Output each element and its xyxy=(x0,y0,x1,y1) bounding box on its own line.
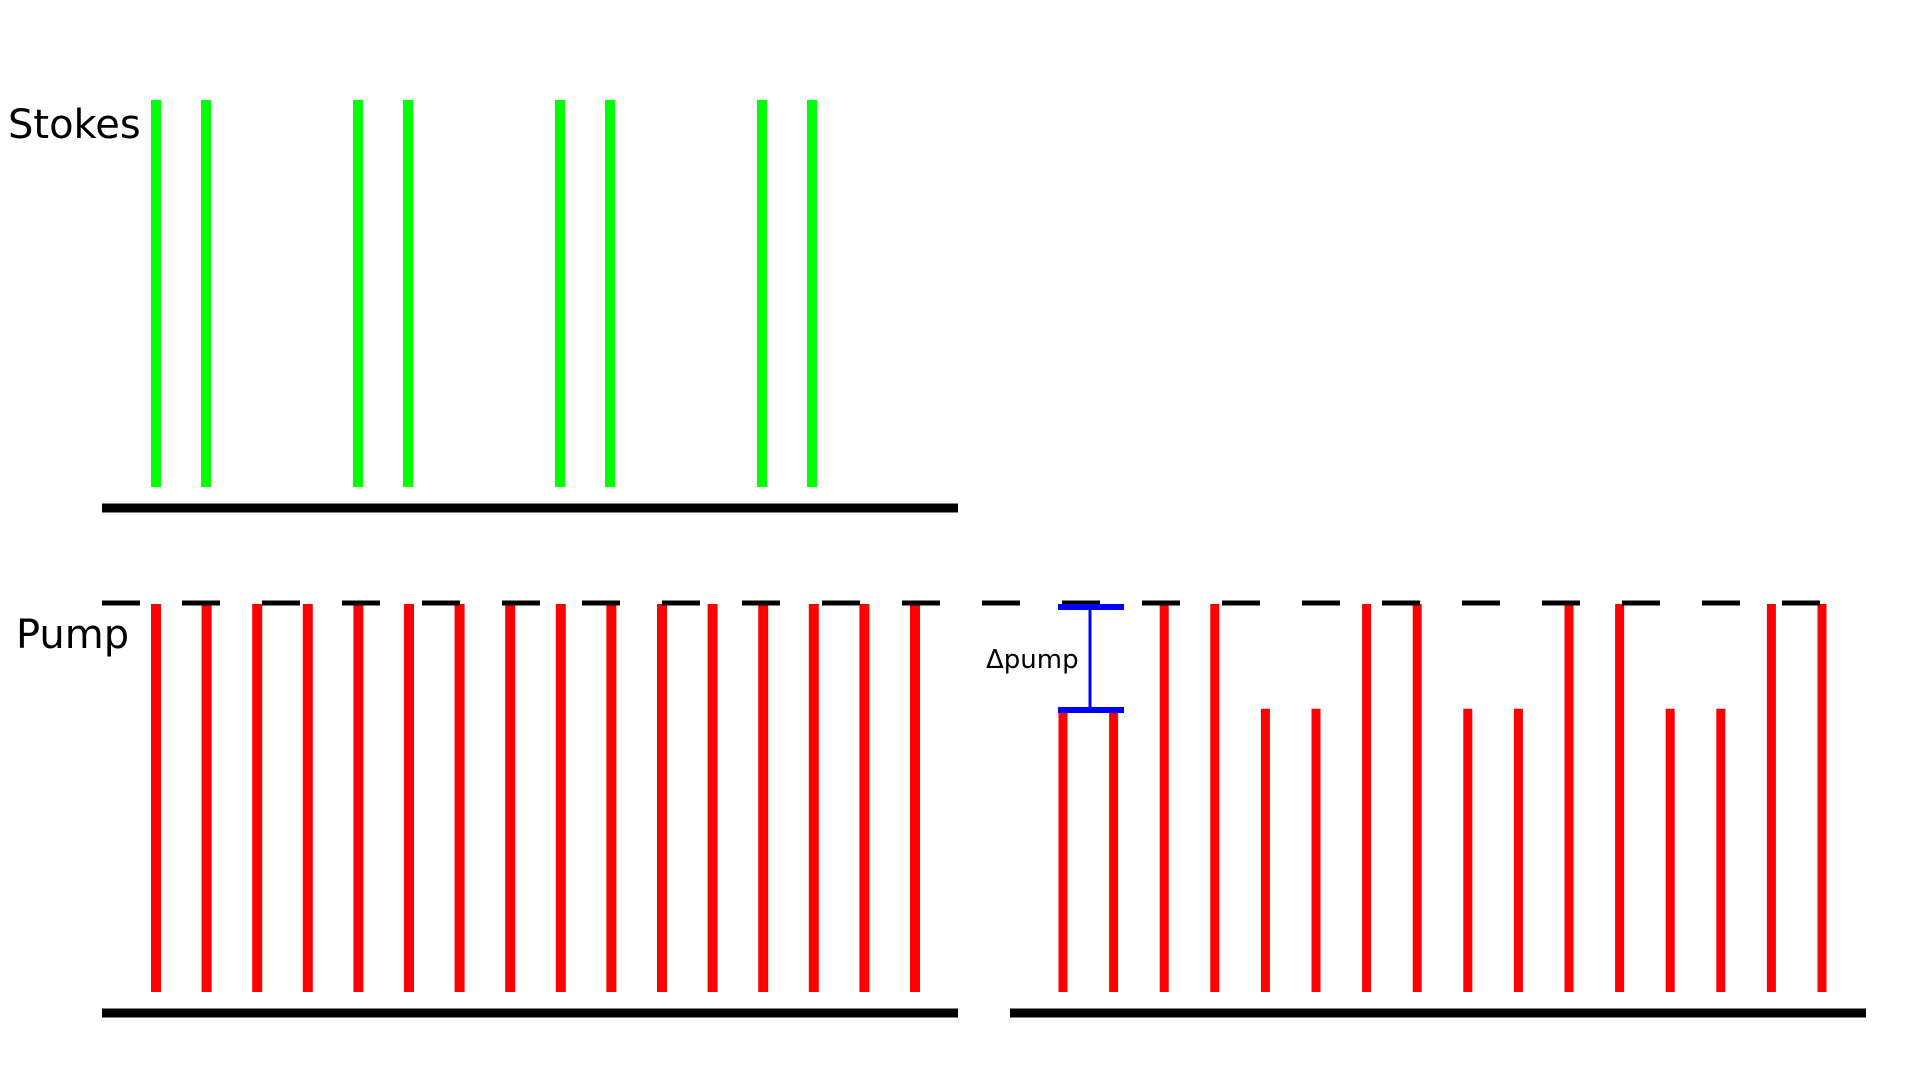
pump-right-panel xyxy=(1010,604,1866,1018)
stokes-pulses xyxy=(151,100,817,487)
pump-left-panel: Pump xyxy=(16,604,958,1018)
pump-label: Pump xyxy=(16,612,129,658)
delta-pump-label: Δpump xyxy=(986,645,1079,675)
delta-pump-marker: Δpump xyxy=(986,604,1124,713)
pump-right-pulses xyxy=(1058,604,1827,992)
pump-left-pulses xyxy=(151,604,920,992)
stokes-panel: Stokes xyxy=(8,100,958,513)
stokes-label: Stokes xyxy=(8,102,141,148)
